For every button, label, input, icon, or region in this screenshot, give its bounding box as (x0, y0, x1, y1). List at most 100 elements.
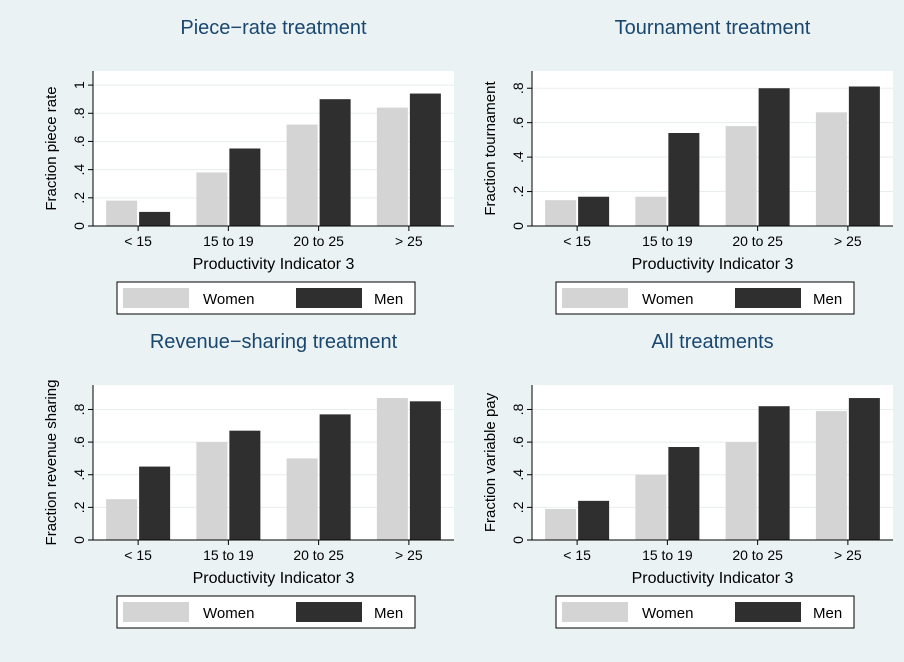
bar-women (106, 499, 138, 540)
legend-swatch-men (735, 288, 801, 308)
bar-women (725, 126, 757, 226)
x-tick-label: 20 to 25 (293, 233, 344, 249)
chart-panel-3: Revenue−sharing treatment < 15 15 to 19 20 … (43, 331, 454, 629)
bar-men (668, 447, 700, 540)
chart-title: Piece−rate treatment (180, 17, 367, 39)
y-tick-label: 0 (510, 222, 526, 230)
y-tick-label: .6 (510, 436, 526, 448)
bar-women (286, 124, 318, 226)
y-tick-label: 1 (71, 81, 87, 89)
bar-men (139, 211, 171, 226)
legend-label-women: Women (203, 291, 254, 308)
bar-men (848, 86, 880, 226)
x-axis-title: Productivity Indicator 3 (193, 570, 355, 587)
legend-swatch-men (296, 288, 362, 308)
y-tick-label: .2 (71, 192, 87, 204)
legend-label-men: Men (813, 291, 842, 308)
y-tick-label: .8 (510, 403, 526, 415)
x-axis-title: Productivity Indicator 3 (632, 570, 794, 587)
legend-label-women: Women (642, 291, 693, 308)
chart-panel-2: Tournament treatment < 15 15 to 19 20 to 25… (482, 17, 893, 315)
legend: Women Men (116, 281, 416, 315)
x-tick-label: 20 to 25 (293, 547, 344, 563)
bar-men (229, 430, 261, 540)
bar-men (668, 133, 700, 226)
bar-women (545, 509, 577, 540)
y-tick-label: .4 (510, 151, 526, 163)
legend-label-women: Women (203, 605, 254, 622)
x-tick-label: 15 to 19 (203, 233, 254, 249)
bar-men (229, 148, 261, 226)
y-axis-title: Fraction variable pay (482, 392, 499, 532)
y-tick-label: .6 (510, 117, 526, 129)
legend-label-men: Men (813, 605, 842, 622)
bar-men (758, 88, 790, 226)
chart-panel-1: Piece−rate treatment < 15 15 to 19 20 to 25… (43, 17, 454, 315)
bar-men (578, 500, 610, 540)
y-tick-label: .2 (510, 501, 526, 513)
y-tick-label: .6 (71, 135, 87, 147)
bar-women (106, 200, 138, 226)
legend-swatch-women (123, 288, 189, 308)
bar-men (409, 93, 441, 226)
bar-women (376, 398, 408, 540)
chart-panel-4: All treatments < 15 15 to 19 20 to 25 > 25 0.… (482, 331, 893, 629)
bar-women (725, 442, 757, 540)
legend-box (555, 281, 855, 315)
x-tick-label: > 25 (834, 233, 862, 249)
x-axis-title: Productivity Indicator 3 (193, 256, 355, 273)
y-tick-label: .8 (510, 82, 526, 94)
y-axis-title: Fraction revenue sharing (43, 380, 60, 546)
bar-women (196, 172, 228, 226)
bar-women (196, 442, 228, 540)
legend-label-men: Men (374, 291, 403, 308)
x-tick-label: 15 to 19 (642, 547, 693, 563)
x-tick-label: < 15 (124, 547, 152, 563)
x-tick-label: > 25 (395, 233, 423, 249)
y-tick-label: 0 (71, 536, 87, 544)
bar-women (286, 458, 318, 540)
legend-swatch-men (735, 602, 801, 622)
bar-women (815, 411, 847, 540)
legend: Women Men (116, 595, 416, 629)
y-tick-label: .6 (71, 436, 87, 448)
legend-swatch-men (296, 602, 362, 622)
y-tick-label: .4 (71, 469, 87, 481)
y-tick-label: .2 (71, 501, 87, 513)
bar-men (139, 466, 171, 540)
x-tick-label: 15 to 19 (642, 233, 693, 249)
legend-label-men: Men (374, 605, 403, 622)
x-tick-label: 15 to 19 (203, 547, 254, 563)
legend: Women Men (555, 595, 855, 629)
legend-swatch-women (123, 602, 189, 622)
bar-women (545, 200, 577, 226)
x-tick-label: < 15 (563, 233, 591, 249)
y-axis-title: Fraction piece rate (43, 86, 60, 210)
y-tick-label: .8 (71, 107, 87, 119)
chart-title: All treatments (651, 331, 773, 353)
x-tick-label: > 25 (834, 547, 862, 563)
bar-men (578, 196, 610, 226)
y-tick-label: .8 (71, 403, 87, 415)
x-axis-title: Productivity Indicator 3 (632, 256, 794, 273)
legend-label-women: Women (642, 605, 693, 622)
y-tick-label: .4 (71, 164, 87, 176)
y-tick-label: 0 (510, 536, 526, 544)
bar-men (319, 414, 351, 540)
y-axis-title: Fraction tournament (482, 81, 499, 216)
x-tick-label: > 25 (395, 547, 423, 563)
x-tick-label: < 15 (124, 233, 152, 249)
bar-women (635, 474, 667, 540)
legend-swatch-women (562, 288, 628, 308)
chart-title: Tournament treatment (615, 17, 811, 39)
bar-men (848, 398, 880, 540)
bar-women (635, 196, 667, 226)
bar-women (376, 107, 408, 226)
x-tick-label: 20 to 25 (732, 233, 783, 249)
bar-men (319, 99, 351, 226)
y-tick-label: .2 (510, 186, 526, 198)
bar-men (409, 401, 441, 540)
legend-swatch-women (562, 602, 628, 622)
bar-men (758, 406, 790, 540)
